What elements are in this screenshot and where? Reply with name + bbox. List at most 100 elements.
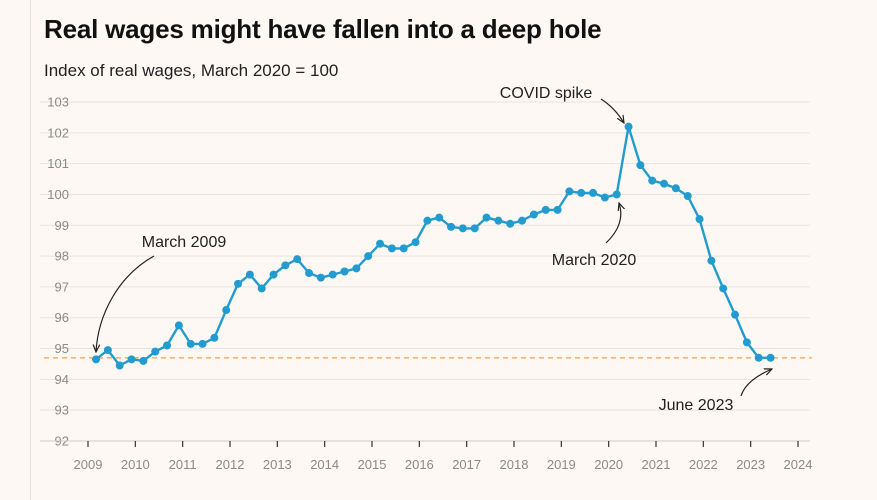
annotation-arrow-0: [600, 98, 624, 123]
x-tick-label-2021: 2021: [642, 457, 671, 472]
data-point-33: [482, 213, 491, 222]
data-point-28: [423, 216, 432, 225]
x-tick-label-2011: 2011: [169, 457, 197, 472]
x-tick-label-2013: 2013: [263, 457, 292, 472]
y-tick-label-94: 94: [55, 372, 69, 387]
data-point-25: [387, 244, 396, 253]
data-point-26: [399, 244, 408, 253]
data-point-48: [660, 179, 669, 188]
data-point-55: [742, 338, 751, 347]
y-tick-label-102: 102: [47, 125, 69, 140]
data-point-39: [553, 205, 562, 214]
data-point-8: [186, 339, 195, 348]
x-tick-label-2010: 2010: [121, 457, 150, 472]
x-axis-ticks: 2009 2010 2011 2012 2013 2014 2015 2016 2017 2018…: [74, 441, 813, 472]
data-point-47: [648, 176, 657, 185]
y-tick-label-99: 99: [55, 218, 69, 233]
data-point-7: [174, 321, 183, 330]
annotation-label-3: June 2023: [659, 397, 734, 414]
data-point-15: [269, 270, 278, 279]
annotation-arrow-3: [740, 369, 772, 397]
data-point-1: [103, 346, 112, 355]
annotation-arrow-2: [96, 255, 155, 352]
annotation-label-2: March 2009: [142, 234, 227, 251]
data-point-11: [222, 306, 231, 315]
y-tick-label-103: 103: [47, 95, 69, 110]
data-point-21: [340, 267, 349, 276]
data-point-34: [494, 216, 503, 225]
data-point-35: [506, 219, 515, 228]
x-tick-label-2009: 2009: [74, 457, 103, 472]
data-point-50: [683, 191, 692, 200]
y-tick-label-101: 101: [47, 156, 69, 171]
x-tick-label-2023: 2023: [736, 457, 765, 472]
annotations: COVID spike March 2020 March 2009 June 2023: [96, 85, 772, 414]
data-point-14: [257, 284, 266, 293]
data-point-2: [115, 361, 124, 370]
left-border-rule: [30, 0, 31, 500]
gridlines: [40, 101, 810, 411]
data-point-18: [305, 269, 314, 278]
x-tick-label-2024: 2024: [784, 457, 813, 472]
data-point-13: [245, 270, 254, 279]
data-point-51: [695, 215, 704, 224]
data-point-6: [163, 341, 172, 350]
data-point-23: [364, 252, 373, 261]
data-point-40: [565, 187, 574, 196]
data-point-20: [328, 270, 337, 279]
x-tick-label-2018: 2018: [500, 457, 529, 472]
data-point-0: [92, 355, 101, 364]
data-point-57: [766, 353, 775, 362]
x-tick-label-2014: 2014: [310, 457, 339, 472]
data-point-56: [754, 353, 763, 362]
data-point-45: [624, 122, 633, 131]
data-point-17: [293, 255, 302, 264]
y-tick-label-98: 98: [55, 249, 69, 264]
data-point-53: [719, 284, 728, 293]
data-point-4: [139, 356, 148, 365]
y-tick-label-95: 95: [55, 341, 69, 356]
data-point-44: [612, 190, 621, 199]
data-point-37: [529, 210, 538, 219]
data-point-42: [589, 188, 598, 197]
annotation-label-0: COVID spike: [500, 85, 593, 102]
x-tick-label-2016: 2016: [405, 457, 434, 472]
data-point-41: [577, 188, 586, 197]
data-point-46: [636, 161, 645, 170]
data-point-19: [316, 273, 325, 282]
x-tick-label-2012: 2012: [216, 457, 245, 472]
annotation-label-1: March 2020: [552, 252, 637, 269]
series-line-0: [95, 125, 771, 367]
data-point-10: [210, 333, 219, 342]
data-point-27: [411, 238, 420, 247]
data-point-22: [352, 264, 361, 273]
y-tick-label-96: 96: [55, 310, 69, 325]
data-point-52: [707, 256, 716, 265]
y-tick-label-93: 93: [55, 403, 69, 418]
data-point-5: [151, 347, 160, 356]
data-point-36: [518, 216, 527, 225]
data-point-38: [541, 205, 550, 214]
series-real-wages: [92, 122, 775, 370]
x-tick-label-2017: 2017: [452, 457, 481, 472]
data-point-32: [470, 224, 479, 233]
data-point-9: [198, 339, 207, 348]
data-point-49: [671, 184, 680, 193]
data-point-54: [731, 310, 740, 319]
x-tick-label-2022: 2022: [689, 457, 718, 472]
y-tick-label-100: 100: [47, 187, 69, 202]
x-tick-label-2015: 2015: [358, 457, 387, 472]
data-point-29: [435, 213, 444, 222]
x-tick-label-2019: 2019: [547, 457, 576, 472]
chart-title: Real wages might have fallen into a deep…: [44, 14, 602, 44]
annotation-arrow-1: [605, 203, 621, 244]
data-point-3: [127, 355, 136, 364]
data-point-31: [458, 224, 467, 233]
x-tick-label-2020: 2020: [594, 457, 623, 472]
data-point-16: [281, 261, 290, 270]
data-point-12: [234, 279, 243, 288]
data-point-24: [376, 239, 385, 248]
data-point-43: [600, 193, 609, 202]
chart-subtitle: Index of real wages, March 2020 = 100: [44, 61, 339, 80]
